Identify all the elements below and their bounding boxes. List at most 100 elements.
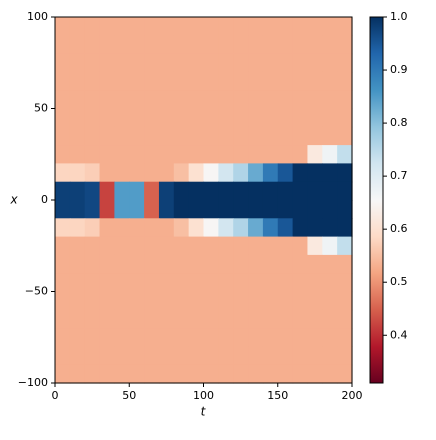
heatmap-cell (144, 309, 160, 329)
heatmap-cell (69, 108, 86, 128)
heatmap-cell (262, 309, 279, 329)
heatmap-cell (307, 71, 323, 91)
heatmap-cell (248, 273, 264, 293)
heatmap-cell (262, 17, 279, 36)
heatmap-cell (69, 364, 86, 384)
heatmap-cell (84, 145, 101, 164)
heatmap-cell (322, 71, 338, 91)
heatmap-cell (99, 17, 115, 36)
heatmap-cell (248, 163, 264, 183)
heatmap-cell (322, 218, 338, 238)
heatmap-cell (203, 35, 219, 55)
heatmap-cell (173, 163, 190, 183)
heatmap-cell (55, 90, 71, 110)
heatmap-cell (129, 273, 145, 293)
heatmap-cell (322, 346, 338, 366)
heatmap-cell (158, 218, 175, 238)
heatmap-cell (69, 328, 86, 347)
heatmap-cell (55, 273, 71, 293)
heatmap-cell (129, 35, 145, 55)
heatmap-cell (84, 126, 101, 146)
heatmap-cell (292, 108, 309, 128)
heatmap-cell (277, 236, 294, 256)
colorbar (369, 16, 384, 384)
heatmap-cell (292, 254, 309, 274)
heatmap-cell (233, 364, 249, 384)
heatmap-cell (158, 145, 175, 164)
heatmap-cell (84, 236, 101, 256)
heatmap-cell (55, 364, 71, 384)
heatmap-cell (69, 163, 86, 183)
x-tick-label: 100 (193, 389, 214, 402)
heatmap-cell (173, 35, 190, 55)
heatmap-cell (99, 35, 115, 55)
colorbar-tick-label: 0.4 (390, 328, 408, 341)
heatmap-cell (248, 236, 264, 256)
heatmap-cell (218, 35, 234, 55)
heatmap-cell (55, 108, 71, 128)
heatmap-cell (322, 309, 338, 329)
heatmap-cell (173, 126, 190, 146)
heatmap-cell (292, 328, 309, 347)
heatmap-cell (292, 53, 309, 73)
heatmap-cell (262, 346, 279, 366)
heatmap-cell (337, 218, 353, 238)
heatmap-cell (188, 17, 205, 36)
heatmap-cell (233, 254, 249, 274)
heatmap-cell (307, 35, 323, 55)
heatmap-cell (262, 163, 279, 183)
heatmap-cell (322, 163, 338, 183)
colorbar-tick-label: 0.7 (390, 169, 408, 182)
heatmap-cell (218, 163, 234, 183)
heatmap-cell (203, 163, 219, 183)
heatmap-cell (188, 53, 205, 73)
heatmap-cell (322, 236, 338, 256)
heatmap-cell (248, 181, 264, 201)
heatmap-cell (233, 181, 249, 201)
heatmap-cell (262, 145, 279, 164)
heatmap-cell (99, 90, 115, 110)
heatmap-cell (337, 17, 353, 36)
heatmap-cell (55, 309, 71, 329)
heatmap-cell (69, 200, 86, 219)
heatmap-cell (322, 17, 338, 36)
heatmap-cell (322, 90, 338, 110)
heatmap-cell (144, 90, 160, 110)
heatmap-cell (233, 163, 249, 183)
heatmap-cell (144, 273, 160, 293)
x-tick-label: 50 (122, 389, 136, 402)
heatmap-cell (99, 53, 115, 73)
heatmap-cell (55, 236, 71, 256)
heatmap-cell (218, 108, 234, 128)
heatmap-cell (158, 163, 175, 183)
heatmap-cell (99, 126, 115, 146)
heatmap-cell (248, 53, 264, 73)
heatmap-cell (248, 309, 264, 329)
heatmap-cell (129, 236, 145, 256)
heatmap-cell (144, 35, 160, 55)
heatmap-cell (292, 309, 309, 329)
heatmap-cell (262, 90, 279, 110)
x-axis-label: t (201, 405, 207, 419)
heatmap-cell (55, 200, 71, 219)
heatmap-cell (277, 71, 294, 91)
heatmap-cell (173, 71, 190, 91)
heatmap-cell (173, 328, 190, 347)
heatmap-cell (337, 90, 353, 110)
heatmap-cell (69, 181, 86, 201)
heatmap-cell (307, 364, 323, 384)
heatmap-cell (188, 364, 205, 384)
heatmap-cell (218, 254, 234, 274)
heatmap-cell (99, 254, 115, 274)
heatmap-cell (114, 236, 130, 256)
heatmap-cell (292, 346, 309, 366)
heatmap-cell (248, 108, 264, 128)
heatmap-cell (307, 254, 323, 274)
heatmap-cell (218, 236, 234, 256)
heatmap-cell (188, 328, 205, 347)
heatmap-cell (233, 90, 249, 110)
y-tick-label: −100 (18, 376, 48, 389)
heatmap-cell (69, 254, 86, 274)
heatmap-cell (203, 309, 219, 329)
heatmap-cell (233, 309, 249, 329)
